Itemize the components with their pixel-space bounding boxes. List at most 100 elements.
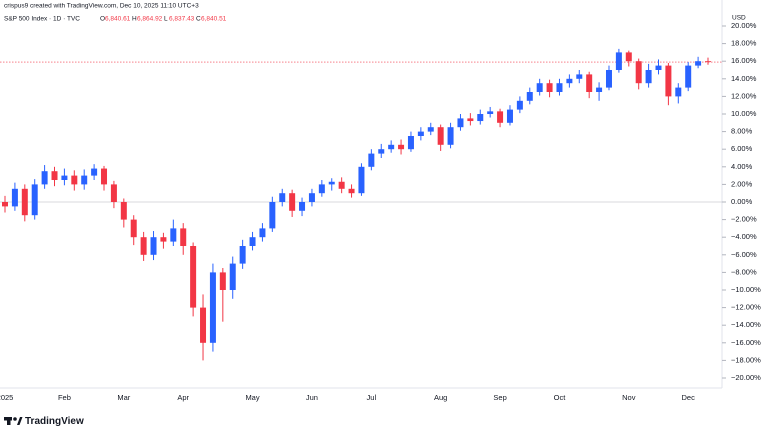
caption: crispus9 created with TradingView.com, D… xyxy=(4,3,199,10)
brand: TradingView xyxy=(25,416,84,427)
candle-body xyxy=(160,237,167,242)
y-tick-label: 0.00% xyxy=(731,197,753,206)
ohlc-key: L xyxy=(164,16,168,23)
candle-body xyxy=(536,83,543,92)
candle-body xyxy=(457,118,464,128)
candle-body xyxy=(190,246,197,308)
candle-body xyxy=(358,166,365,194)
candle-body xyxy=(427,127,434,132)
x-tick-label: Sep xyxy=(493,393,506,402)
candle-body xyxy=(576,74,583,79)
candle-body xyxy=(447,127,454,145)
candle-body xyxy=(506,109,513,123)
candle-body xyxy=(11,188,18,207)
candle-body xyxy=(566,78,573,84)
x-tick-label: Nov xyxy=(622,393,636,402)
candle-body xyxy=(655,65,662,70)
candle-body xyxy=(130,219,137,238)
candle-body xyxy=(41,171,48,185)
candle-body xyxy=(605,70,612,88)
x-tick-label: Feb xyxy=(58,393,71,402)
candle-body xyxy=(407,136,414,150)
candle-body xyxy=(51,171,58,180)
candle-body xyxy=(645,70,652,84)
candle-body xyxy=(110,184,117,202)
y-tick-label: −14.00% xyxy=(731,320,761,329)
candle-body xyxy=(170,228,177,242)
candle-body xyxy=(91,168,98,176)
x-tick-label: Dec xyxy=(682,393,696,402)
y-tick-label: −10.00% xyxy=(731,285,761,294)
candle-body xyxy=(61,175,68,180)
logo-dot xyxy=(13,417,17,421)
candle-body xyxy=(279,193,286,202)
candle-body xyxy=(249,237,256,246)
logo: TradingView xyxy=(4,416,84,427)
candle-body xyxy=(635,61,642,84)
candle-body xyxy=(338,181,345,189)
candle-body xyxy=(417,131,424,136)
candle-body xyxy=(497,111,504,123)
candle-body xyxy=(229,263,236,290)
x-tick-label: Jun xyxy=(306,393,318,402)
x-tick-label: Jul xyxy=(367,393,377,402)
ohlc-value: 6,840.51 xyxy=(201,16,227,23)
candle-body xyxy=(328,181,335,185)
ohlc-value: 6,840.61 xyxy=(105,16,131,23)
symbol: S&P 500 Index · 1D · TVC xyxy=(4,16,80,23)
candle-body xyxy=(348,188,355,194)
y-tick-label: −18.00% xyxy=(731,355,761,364)
candle-body xyxy=(200,307,207,343)
y-tick-label: 14.00% xyxy=(731,74,757,83)
x-tick-label: Aug xyxy=(434,393,447,402)
logo-slash xyxy=(17,417,23,425)
y-tick-label: 18.00% xyxy=(731,39,757,48)
candle-body xyxy=(81,175,88,185)
candle-body xyxy=(665,65,672,97)
y-tick-label: 20.00% xyxy=(731,21,757,30)
candle-body xyxy=(2,202,8,207)
candle-body xyxy=(596,87,603,92)
y-tick-label: 4.00% xyxy=(731,162,753,171)
candle-body xyxy=(269,202,276,229)
y-tick-label: −8.00% xyxy=(731,267,757,276)
ohlc-value: 6,864.92 xyxy=(137,16,163,23)
candle-body xyxy=(467,118,474,122)
candle-body xyxy=(675,87,682,97)
y-tick-label: 16.00% xyxy=(731,56,757,65)
candle-body xyxy=(101,168,108,185)
y-tick-label: −12.00% xyxy=(731,303,761,312)
candle-body xyxy=(705,61,711,63)
candle-body xyxy=(695,61,702,66)
x-tick-label: Mar xyxy=(117,393,130,402)
candle-body xyxy=(299,202,306,211)
candle-body xyxy=(71,175,78,185)
candle-body xyxy=(318,184,325,194)
candle-body xyxy=(219,272,226,290)
candle-body xyxy=(437,127,444,145)
candle-body xyxy=(625,52,632,62)
candle-body xyxy=(289,193,296,211)
candle-body xyxy=(477,114,484,122)
candle-body xyxy=(120,202,127,220)
candle-body xyxy=(398,144,405,150)
ohlc-value: 6,837.43 xyxy=(169,16,195,23)
y-tick-label: −6.00% xyxy=(731,250,757,259)
y-tick-label: 6.00% xyxy=(731,144,753,153)
candle-body xyxy=(368,153,375,167)
ohlc-key: C xyxy=(196,16,201,23)
candle-body xyxy=(150,237,157,255)
x-tick-label: 2025 xyxy=(0,393,13,402)
x-tick-label: Oct xyxy=(554,393,567,402)
candle-body xyxy=(308,193,315,202)
y-tick-label: −16.00% xyxy=(731,338,761,347)
candle-body xyxy=(615,52,622,70)
candle-body xyxy=(388,144,395,150)
y-tick-label: 2.00% xyxy=(731,179,753,188)
header: crispus9 created with TradingView.com, D… xyxy=(4,3,227,23)
candle-body xyxy=(259,228,266,238)
candle-body xyxy=(140,237,147,255)
x-tick-label: Apr xyxy=(177,393,189,402)
candle-body xyxy=(209,272,216,343)
